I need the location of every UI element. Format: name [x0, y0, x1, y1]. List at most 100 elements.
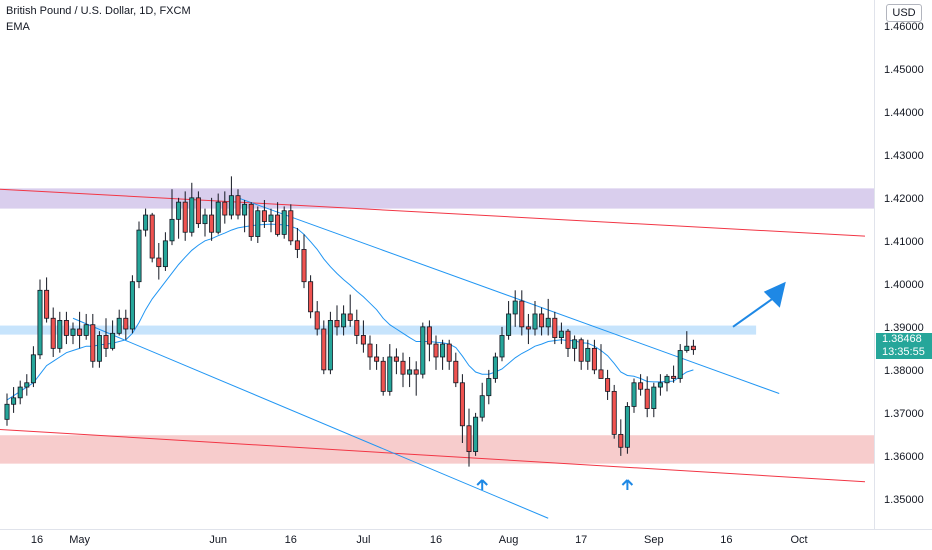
time-tick-label: Jun	[209, 534, 227, 546]
indicator-label[interactable]: EMA	[6, 21, 30, 33]
candle-body	[215, 201, 221, 233]
price-tick-label: 1.41000	[884, 236, 924, 248]
candle-body	[413, 369, 419, 375]
candle-body	[288, 210, 294, 242]
candle-body	[671, 375, 677, 379]
candle-body	[466, 425, 472, 452]
candle-body	[426, 326, 432, 345]
candle-body	[347, 313, 353, 321]
time-tick-label: 16	[720, 534, 732, 546]
candle-body	[77, 328, 83, 336]
candle-body	[479, 395, 485, 418]
candle-body	[506, 313, 512, 336]
candle-body	[486, 378, 492, 397]
candle-body	[143, 214, 149, 231]
price-axis[interactable]	[874, 0, 932, 550]
red-lower-trendline[interactable]	[0, 427, 866, 483]
candle-body	[525, 326, 531, 330]
candle-body	[195, 197, 201, 225]
currency-button[interactable]: USD	[886, 4, 922, 22]
candle-body	[446, 343, 452, 362]
time-tick-label: 16	[285, 534, 297, 546]
candle-body	[374, 356, 380, 362]
candle-body	[552, 317, 558, 339]
candle-body	[96, 335, 102, 362]
candle-body	[618, 433, 624, 448]
candle-body	[30, 354, 36, 384]
candle-body	[611, 390, 617, 435]
up-marker-jul-icon	[476, 479, 488, 490]
candle-body	[103, 335, 109, 349]
candle-body	[440, 343, 446, 358]
price-tick-label: 1.46000	[884, 21, 924, 33]
up-marker-aug-icon	[621, 479, 634, 490]
candle-body	[638, 382, 644, 390]
bullish-arrow-shaft[interactable]	[732, 294, 778, 328]
candle-body	[334, 320, 340, 328]
candle-body	[189, 197, 195, 233]
candle-body	[294, 240, 300, 250]
candle-body	[644, 388, 650, 409]
candle-body	[433, 343, 439, 358]
candle-body	[453, 360, 459, 384]
blue-lower-trendline[interactable]	[72, 317, 549, 519]
time-axis[interactable]	[0, 529, 932, 550]
candle-body	[657, 382, 663, 388]
candle-body	[255, 210, 261, 237]
time-tick-label: 17	[575, 534, 587, 546]
time-tick-label: May	[69, 534, 90, 546]
time-tick-label: Aug	[499, 534, 519, 546]
time-tick-label: Jul	[356, 534, 370, 546]
red-upper-trendline[interactable]	[0, 187, 866, 237]
candle-body	[545, 317, 551, 328]
blue-upper-trendline[interactable]	[237, 197, 780, 394]
candle-body	[242, 203, 248, 216]
candle-body	[129, 281, 135, 330]
candle-body	[176, 201, 182, 220]
candle-body	[149, 214, 155, 259]
candle-body	[420, 326, 426, 375]
chart-title: British Pound / U.S. Dollar, 1D, FXCM	[6, 5, 191, 17]
candle-body	[268, 214, 274, 222]
candle-body	[308, 281, 314, 313]
last-price-tag: 1.38468 13:35:55	[876, 333, 932, 359]
candle-body	[631, 382, 637, 407]
candle-body	[492, 356, 498, 379]
candle-body	[684, 345, 690, 351]
candle-body	[11, 397, 17, 405]
candle-body	[360, 335, 366, 345]
candle-body	[407, 369, 413, 375]
bullish-arrow-head[interactable]	[763, 281, 786, 308]
candle-body	[17, 386, 23, 399]
price-tick-label: 1.40000	[884, 279, 924, 291]
candle-body	[162, 240, 168, 268]
candle-body	[156, 257, 162, 268]
price-tick-label: 1.44000	[884, 107, 924, 119]
candle-body	[209, 214, 215, 233]
candle-body	[499, 335, 505, 358]
candle-body	[70, 328, 76, 336]
candle-body	[90, 324, 96, 362]
candle-body	[341, 313, 347, 328]
price-tick-label: 1.36000	[884, 451, 924, 463]
candle-body	[591, 347, 597, 371]
candle-body	[169, 218, 175, 242]
candle-body	[459, 382, 465, 427]
candle-body	[57, 320, 63, 349]
candle-body	[558, 330, 564, 339]
pivot-zone	[0, 325, 757, 335]
candle-body	[281, 210, 287, 235]
candle-body	[677, 350, 683, 379]
candle-body	[136, 229, 142, 283]
candle-body	[235, 195, 241, 216]
candle-body	[44, 289, 50, 319]
candle-body	[400, 360, 406, 375]
candle-body	[651, 386, 657, 409]
candle-body	[301, 249, 307, 283]
support-zone	[0, 435, 874, 464]
candle-body	[37, 289, 43, 356]
candle-body	[354, 320, 360, 336]
candle-body	[4, 403, 10, 420]
candle-body	[248, 203, 254, 237]
